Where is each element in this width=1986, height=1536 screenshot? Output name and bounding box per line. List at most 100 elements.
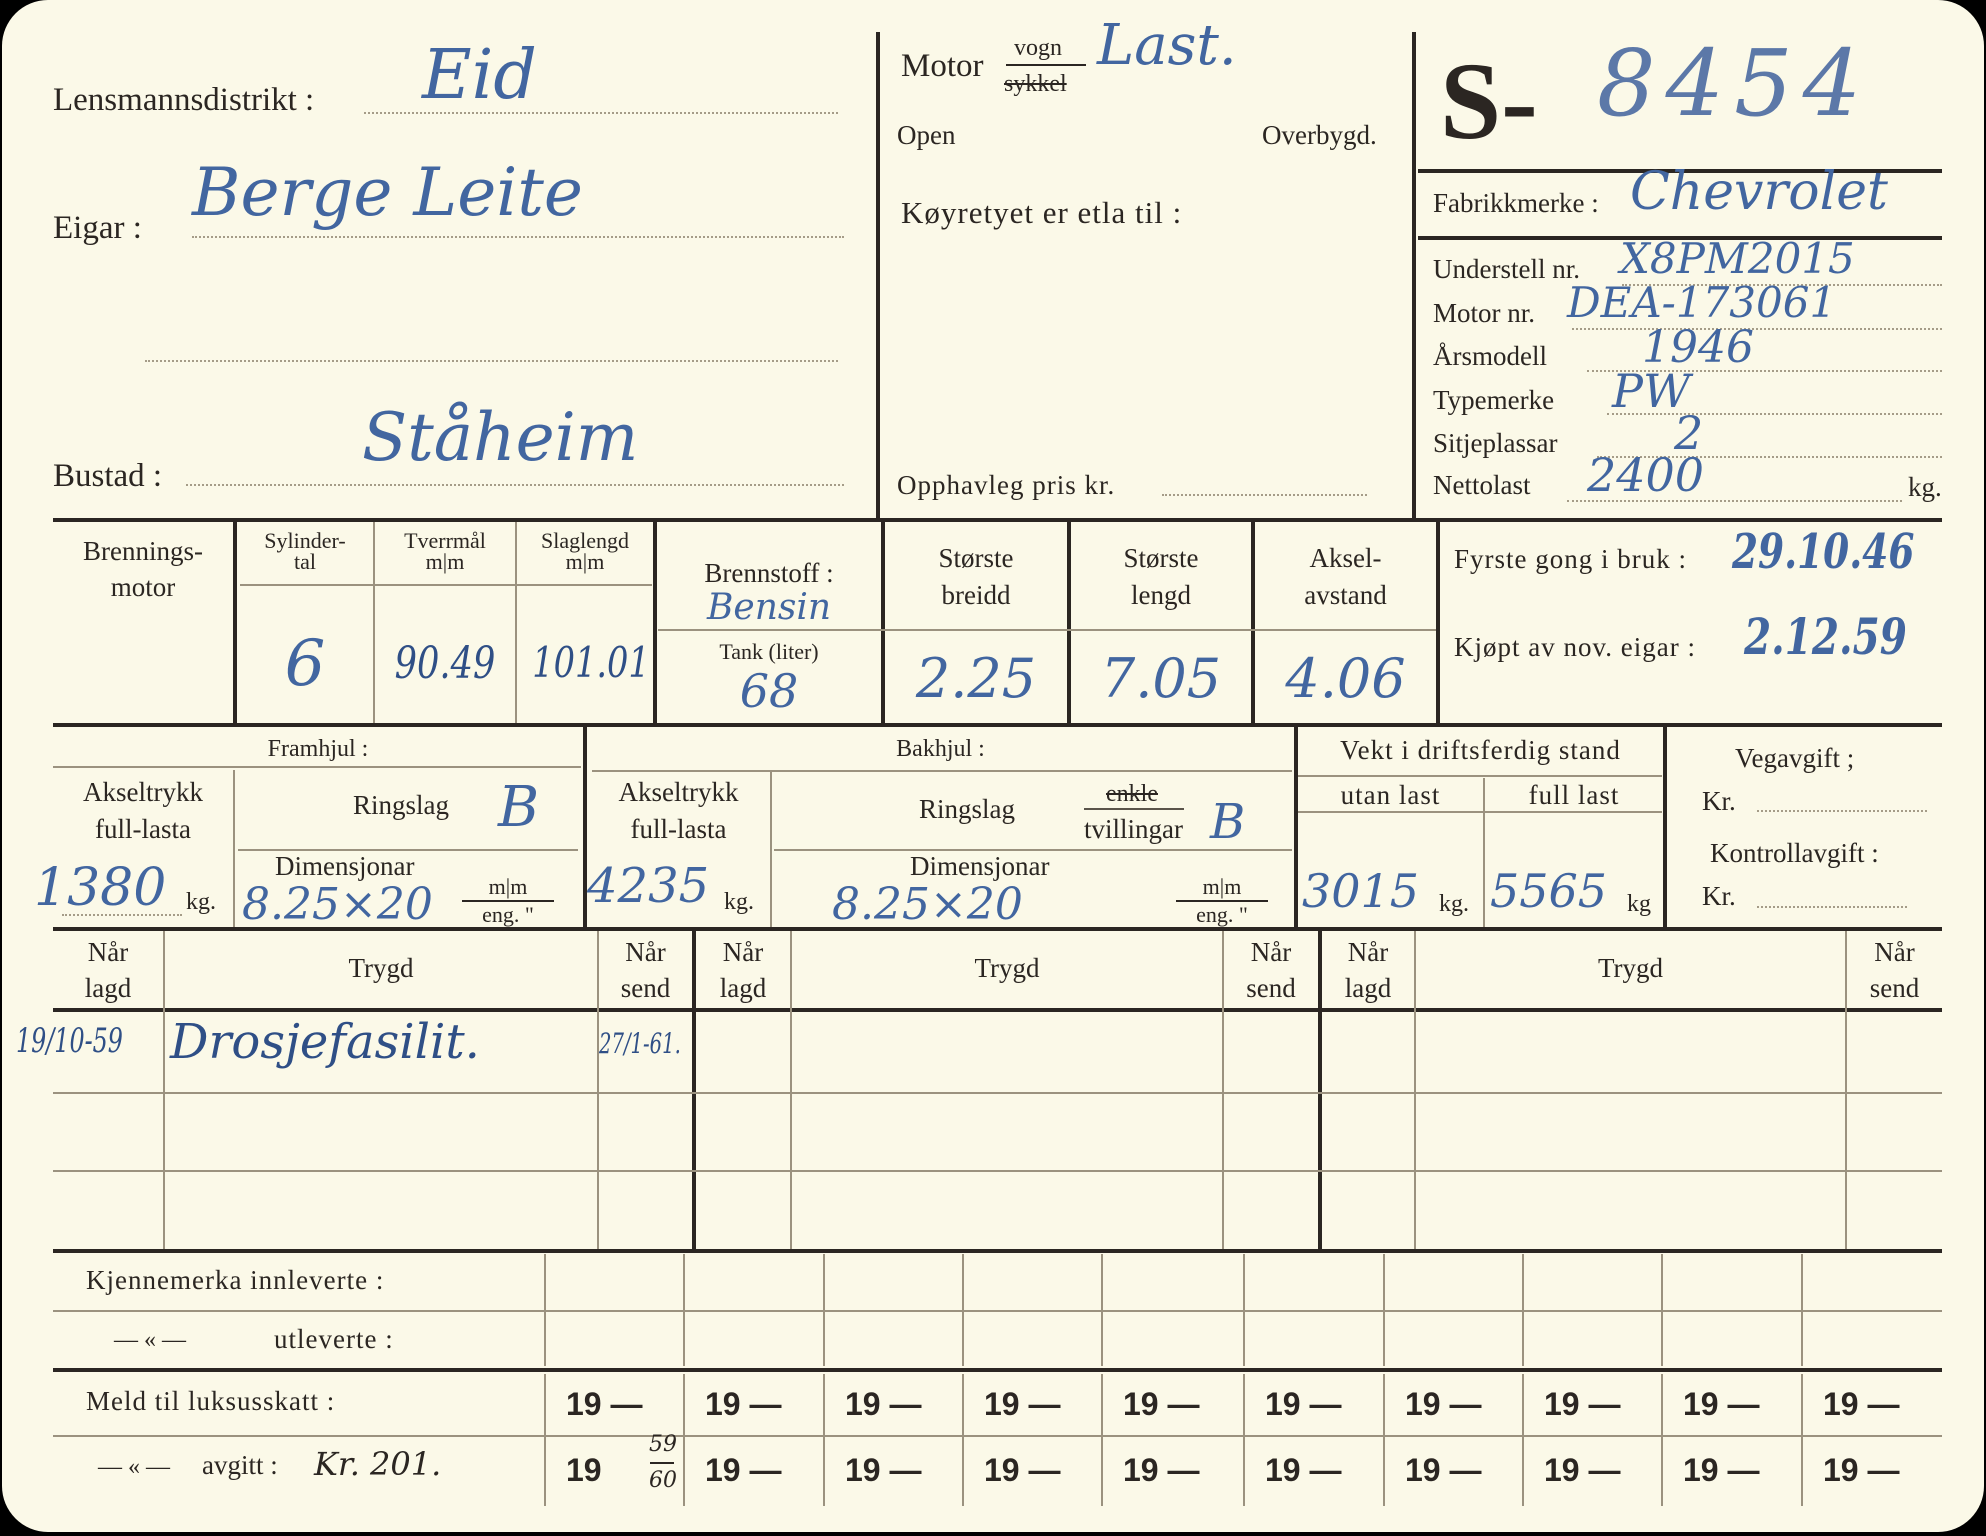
kjennemerka-innleverte-label: Kjennemerka innleverte : <box>86 1265 385 1295</box>
divider <box>1412 32 1416 519</box>
understell-value: X8PM2015 <box>1620 234 1855 283</box>
luksusskatt-meld-year-cell: 19 — <box>1823 1386 1900 1422</box>
trygd-header-trygd: Trygd <box>974 953 1040 983</box>
nettolast-value: 2400 <box>1587 448 1705 502</box>
akselavstand-header-1: Aksel- <box>1309 543 1382 573</box>
vekt-title: Vekt i driftsferdig stand <box>1340 735 1621 765</box>
divider <box>583 727 587 927</box>
divider <box>962 1254 964 1366</box>
kjennemerka-utleverte-label: utleverte : <box>274 1324 394 1354</box>
trygd-send-value: 27/1-61. <box>599 1027 681 1060</box>
luksusskatt-meld-label: Meld til luksusskatt : <box>86 1386 336 1416</box>
luksusskatt-meld-year-cell: 19 — <box>1405 1386 1482 1422</box>
divider <box>823 1374 825 1506</box>
divider <box>1101 1254 1103 1366</box>
motor-label: Motor <box>901 48 984 84</box>
luksusskatt-meld-year-cell: 19 — <box>984 1386 1061 1422</box>
divider <box>1801 1254 1803 1366</box>
divider <box>692 931 696 1249</box>
slaglengd-value: 101.01 <box>532 638 650 687</box>
divider <box>1661 1254 1663 1366</box>
divider <box>1383 1254 1385 1366</box>
storste-lengd-header-2: lengd <box>1131 580 1191 610</box>
brenningsmotor-title-1: Brennings- <box>83 536 203 566</box>
divider <box>1801 1374 1803 1506</box>
luksusskatt-avgitt-value: Kr. 201. <box>314 1445 442 1483</box>
dotted-line <box>145 360 838 362</box>
divider <box>233 770 235 927</box>
luksusskatt-avgitt-year-cell: 19 — <box>1265 1452 1342 1488</box>
akselavstand-value: 4.06 <box>1285 647 1406 710</box>
sylindertal-value: 6 <box>284 627 326 701</box>
divider <box>1483 778 1485 927</box>
full-last-header: full last <box>1528 780 1620 810</box>
nettolast-unit: kg. <box>1908 472 1942 502</box>
bakhjul-dimensjonar-label: Dimensjonar <box>910 851 1050 881</box>
framhjul-unit-eng: eng. " <box>482 902 534 927</box>
fraction-line <box>1176 900 1268 902</box>
bakhjul-akseltrykk-label-2: full-lasta <box>630 814 727 844</box>
tverrmal-value: 90.49 <box>394 638 496 689</box>
bakhjul-enkle-option: enkle <box>1106 781 1158 807</box>
sylindertal-header-2: tal <box>294 549 316 574</box>
bakhjul-akseltrykk-value: 4235 <box>587 858 710 914</box>
sitjeplassar-value: 2 <box>1674 406 1704 460</box>
luksusskatt-avgitt-year-cell: 19 — <box>1405 1452 1482 1488</box>
divider <box>1318 931 1322 1249</box>
slaglengd-header-2: m|m <box>565 549 605 574</box>
dotted-line <box>62 914 182 916</box>
trygd-header-lagd-2: lagd <box>719 973 767 1003</box>
framhjul-ringslag-value: B <box>498 775 540 840</box>
divider <box>658 629 1436 631</box>
divider <box>1294 727 1298 927</box>
luksusskatt-meld-year-cell: 19 — <box>1265 1386 1342 1422</box>
divider <box>53 1435 1942 1437</box>
framhjul-kg-unit: kg. <box>186 889 216 915</box>
sylindertal-header-1: Sylinder- <box>264 528 346 553</box>
divider <box>592 770 1292 772</box>
divider <box>1663 727 1667 927</box>
divider <box>774 849 1292 851</box>
divider <box>881 522 885 723</box>
divider <box>790 931 792 1249</box>
dotted-line <box>192 236 844 238</box>
framhjul-unit-mm: m|m <box>488 874 528 899</box>
fyrste-gong-value: 29.10.46 <box>1732 524 1915 580</box>
divider <box>1418 169 1942 173</box>
trygd-lagd-value: 19/10-59 <box>16 1021 123 1061</box>
akselavstand-header-2: avstand <box>1304 580 1387 610</box>
bakhjul-tvillingar-option: tvillingar <box>1084 814 1183 844</box>
fabrikkmerke-label: Fabrikkmerke : <box>1433 188 1599 218</box>
divider <box>1661 1374 1663 1506</box>
brennstoff-label: Brennstoff : <box>704 558 834 588</box>
divider <box>1414 931 1416 1249</box>
full-last-value: 5565 <box>1490 864 1608 918</box>
framhjul-akseltrykk-value: 1380 <box>34 858 167 918</box>
bakhjul-akseltrykk-label-1: Akseltrykk <box>618 777 739 807</box>
divider <box>373 522 375 723</box>
fraction-line <box>1006 64 1086 66</box>
divider <box>53 723 1942 727</box>
divider <box>1243 1254 1245 1366</box>
trygd-header-send-2: send <box>1246 973 1296 1003</box>
framhjul-ringslag-label: Ringslag <box>353 790 450 820</box>
divider <box>1067 522 1071 723</box>
trygd-header-lagd-1: Når <box>87 937 129 967</box>
option-sykkel: sykkel <box>1004 71 1067 97</box>
divider <box>544 1374 546 1506</box>
trygd-header-lagd-2: lagd <box>84 973 132 1003</box>
overbygd-label: Overbygd. <box>1262 120 1377 150</box>
divider <box>53 1170 1942 1172</box>
eigar-value: Berge Leite <box>192 154 583 231</box>
divider <box>770 772 772 927</box>
trygd-value: Drosjefasilit. <box>170 1014 480 1070</box>
dotted-line <box>1572 328 1942 330</box>
slaglengd-header-1: Slaglengd <box>541 528 629 553</box>
framhjul-dimensjonar-label: Dimensjonar <box>275 851 415 881</box>
divider <box>1243 1374 1245 1506</box>
dotted-line <box>1607 413 1942 415</box>
brenningsmotor-title-2: motor <box>110 572 176 602</box>
fyrste-gong-label: Fyrste gong i bruk : <box>1454 544 1687 574</box>
tverrmal-header-1: Tverrmål <box>404 528 486 553</box>
